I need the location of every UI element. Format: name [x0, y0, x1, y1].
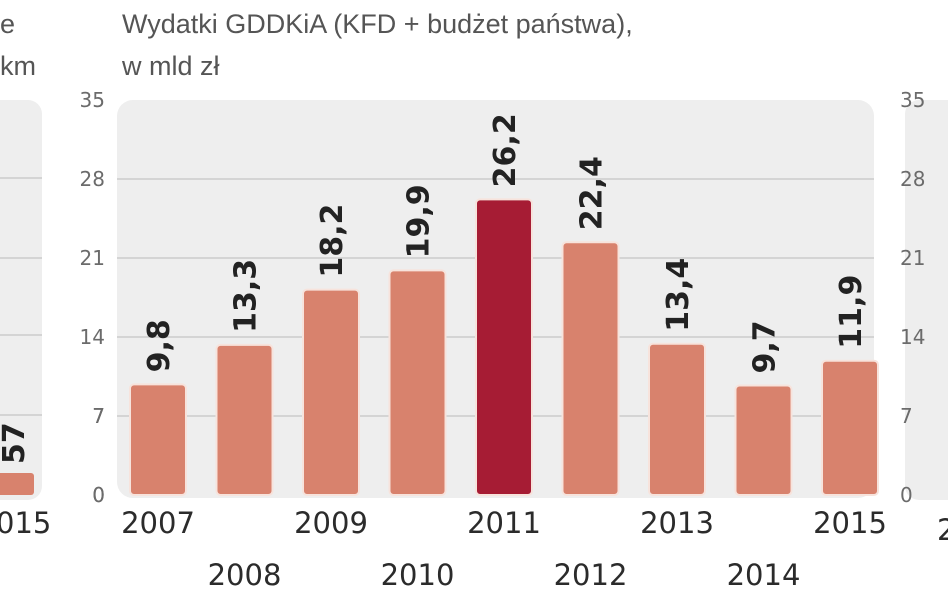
left-panel-year-label: 015 [0, 506, 51, 540]
bar-2014 [734, 384, 793, 496]
right-panel-tick-label: 35 [900, 88, 925, 112]
chart-subtitle: w mld zł [121, 51, 220, 81]
x-tick-label-2009: 2009 [294, 506, 368, 540]
value-label-2013: 13,4 [661, 258, 696, 332]
bar-2013 [648, 342, 706, 496]
value-label-2010: 19,9 [402, 184, 437, 258]
bar-2015 [821, 359, 879, 497]
x-tick-label-2013: 2013 [640, 506, 714, 540]
value-label-2015: 11,9 [834, 275, 869, 349]
x-tick-label-2010: 2010 [381, 558, 455, 592]
y-axis-ticks: 35 28 21 14 7 0 [80, 88, 105, 507]
x-tick-label-2011: 2011 [467, 506, 541, 540]
left-panel-title-fragment: km [0, 51, 36, 81]
y-tick-label: 35 [80, 88, 105, 112]
x-tick-label-2015: 2015 [813, 506, 887, 540]
y-tick-label: 14 [80, 325, 105, 349]
x-tick-label-2008: 2008 [208, 558, 282, 592]
right-panel-year-label: 2 [937, 513, 948, 547]
bar-2010 [388, 269, 447, 496]
right-panel: 35 28 21 14 7 0 2 [900, 88, 948, 547]
left-panel-tick-label: 7 [92, 404, 105, 428]
bars [129, 198, 879, 497]
x-tick-label-2012: 2012 [554, 558, 628, 592]
value-labels: 9,8 13,3 18,2 19,9 26,2 22,4 13,4 9,7 11,9 [142, 113, 869, 373]
right-panel-tick-label: 14 [900, 325, 925, 349]
y-tick-label: 7 [92, 404, 105, 428]
right-panel-tick-label: 7 [900, 404, 913, 428]
y-tick-label: 28 [80, 167, 105, 191]
x-axis-labels: 2007 2008 2009 2010 2011 2012 2013 2014 2015 [121, 506, 887, 592]
value-label-2007: 9,8 [142, 319, 177, 372]
main-chart: Wydatki GDDKiA (KFD + budżet państwa), w… [80, 9, 887, 592]
bar-2009 [302, 288, 360, 496]
right-panel-tick-label: 0 [900, 483, 913, 507]
right-panel-tick-label: 28 [900, 167, 925, 191]
chart-title: Wydatki GDDKiA (KFD + budżet państwa), [122, 9, 633, 39]
left-panel-title-fragment: e [0, 9, 15, 39]
right-panel-background [905, 100, 948, 500]
bar-2008 [215, 343, 274, 496]
bar-2007 [129, 383, 187, 496]
left-panel-bar [0, 473, 34, 495]
value-label-2012: 22,4 [575, 156, 610, 230]
value-label-2009: 18,2 [315, 204, 350, 278]
x-tick-label-2014: 2014 [727, 558, 801, 592]
left-panel-value-label: 57 [0, 422, 32, 464]
bar-2011 [475, 198, 533, 496]
y-tick-label: 21 [80, 246, 105, 270]
left-panel-tick-label: 0 [92, 483, 105, 507]
value-label-2011: 26,2 [488, 113, 523, 187]
value-label-2014: 9,7 [748, 320, 783, 373]
x-tick-label-2007: 2007 [121, 506, 195, 540]
value-label-2008: 13,3 [229, 259, 264, 333]
right-panel-tick-label: 21 [900, 246, 925, 270]
left-panel: e km 57 015 7 0 [0, 9, 105, 540]
left-panel-background [0, 100, 42, 500]
y-tick-label: 0 [92, 483, 105, 507]
bar-2012 [561, 241, 620, 496]
